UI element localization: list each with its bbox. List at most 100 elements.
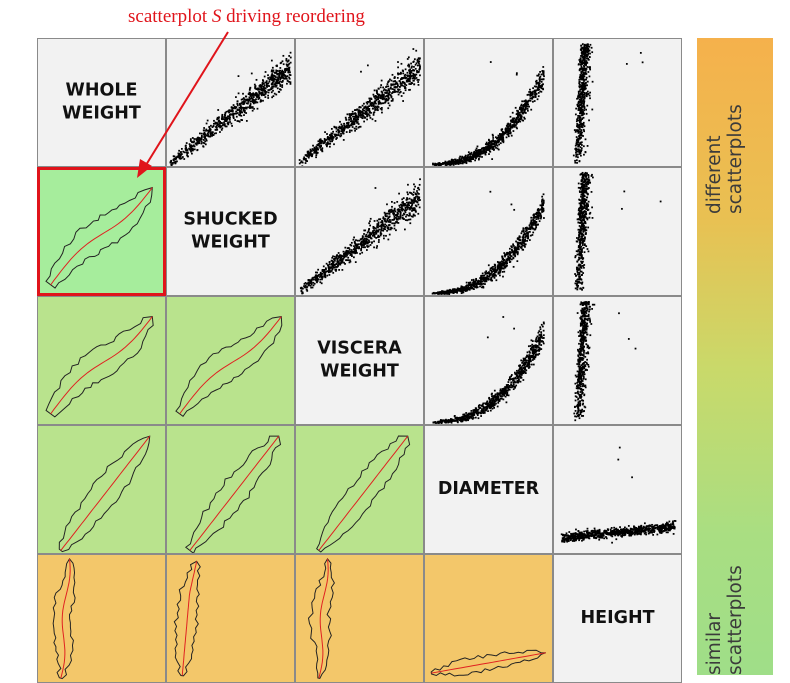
- scatter-point: [478, 153, 481, 156]
- scatter-point: [225, 110, 228, 113]
- scatter-point: [396, 212, 399, 214]
- scatter-point: [458, 160, 461, 163]
- scatter-point: [328, 267, 331, 270]
- scatter-point: [580, 233, 583, 236]
- scatter-point: [328, 266, 331, 269]
- scatter-point: [200, 140, 203, 143]
- scatter-point: [281, 69, 284, 72]
- scatter-point: [491, 274, 494, 276]
- scatter-point: [402, 82, 405, 84]
- scatter-point: [514, 250, 516, 252]
- scatter-point: [304, 282, 307, 284]
- scatter-outlier: [270, 59, 273, 62]
- scatter-point: [474, 280, 477, 283]
- scatter-point: [576, 271, 579, 274]
- scatter-point: [366, 113, 369, 116]
- scatter-point: [583, 227, 586, 229]
- scatter-point: [525, 235, 528, 238]
- scatter-point: [585, 210, 587, 213]
- scatter-point: [399, 215, 402, 218]
- scatter-point: [475, 151, 478, 154]
- scatter-point: [462, 287, 465, 290]
- scatter-point: [343, 127, 346, 130]
- scatter-point: [577, 104, 580, 107]
- scatter-point: [196, 149, 199, 152]
- scatter-point: [475, 285, 478, 287]
- scatter-point: [585, 207, 587, 210]
- scatter-point: [380, 108, 383, 111]
- scatter-point: [381, 111, 383, 114]
- scatter-point: [403, 85, 406, 88]
- scatter-point: [307, 279, 310, 281]
- scatter-point: [324, 140, 326, 143]
- scatter-point: [365, 233, 368, 236]
- scatter-point: [385, 99, 388, 102]
- scatter-point: [261, 91, 264, 94]
- scatterplot-cell: [553, 167, 682, 296]
- scatter-point: [574, 113, 577, 116]
- scatter-point: [580, 149, 583, 151]
- scatter-point: [418, 68, 421, 70]
- scatter-point: [376, 245, 379, 247]
- scatter-point: [474, 151, 477, 154]
- scatter-point: [474, 286, 476, 288]
- scatter-point: [366, 109, 369, 112]
- scatter-point: [380, 84, 383, 86]
- scatter-point: [534, 215, 537, 218]
- scatter-point: [485, 148, 488, 150]
- scatter-point: [576, 250, 579, 253]
- scatter-point: [479, 277, 482, 279]
- scatter-point: [190, 148, 193, 151]
- scatter-point: [418, 60, 421, 63]
- scatter-point: [350, 249, 353, 251]
- scatter-point: [361, 236, 364, 239]
- scatter-point: [541, 200, 543, 203]
- scatter-point: [305, 158, 307, 160]
- scatter-point: [215, 132, 217, 135]
- scatter-point: [312, 278, 315, 281]
- scatter-point: [342, 257, 345, 260]
- scatter-point: [489, 269, 492, 272]
- scatter-point: [309, 279, 312, 282]
- scatter-point: [386, 95, 389, 97]
- scatter-outlier: [621, 207, 623, 210]
- scatter-point: [526, 108, 529, 110]
- scatter-point: [193, 148, 196, 151]
- scatter-point: [231, 110, 234, 112]
- scatter-point: [262, 99, 264, 102]
- scatter-point: [587, 226, 590, 229]
- scatter-point: [352, 238, 355, 241]
- scatter-point: [579, 120, 582, 122]
- scatter-point: [367, 245, 370, 248]
- scatter-point: [359, 112, 362, 115]
- scatter-point: [531, 92, 534, 95]
- scatter-point: [350, 252, 352, 255]
- scatter-point: [577, 156, 579, 159]
- scatter-point: [416, 58, 419, 61]
- scatter-point: [381, 92, 384, 94]
- scatter-point: [499, 270, 502, 273]
- scatter-point: [495, 146, 497, 149]
- scatter-point: [247, 101, 250, 103]
- scatter-point: [335, 130, 338, 133]
- scatter-point: [200, 136, 203, 139]
- scatter-point: [385, 234, 387, 237]
- scatter-point: [200, 142, 203, 145]
- scatter-point: [309, 152, 312, 155]
- scatter-point: [399, 212, 402, 215]
- scatter-point: [245, 112, 248, 114]
- scatter-point: [380, 226, 383, 228]
- scatter-point: [530, 346, 533, 349]
- scatter-point: [412, 213, 415, 216]
- scatter-point: [583, 53, 586, 56]
- scatter-point: [479, 280, 481, 283]
- scatter-point: [582, 57, 585, 60]
- scatter-point: [517, 116, 519, 119]
- scatter-point: [581, 118, 584, 120]
- scatter-point: [370, 233, 373, 236]
- scatter-point: [582, 71, 585, 74]
- scatter-point: [255, 88, 258, 90]
- scatter-point: [580, 201, 583, 204]
- scatter-point: [578, 207, 581, 209]
- scatter-point: [264, 96, 267, 98]
